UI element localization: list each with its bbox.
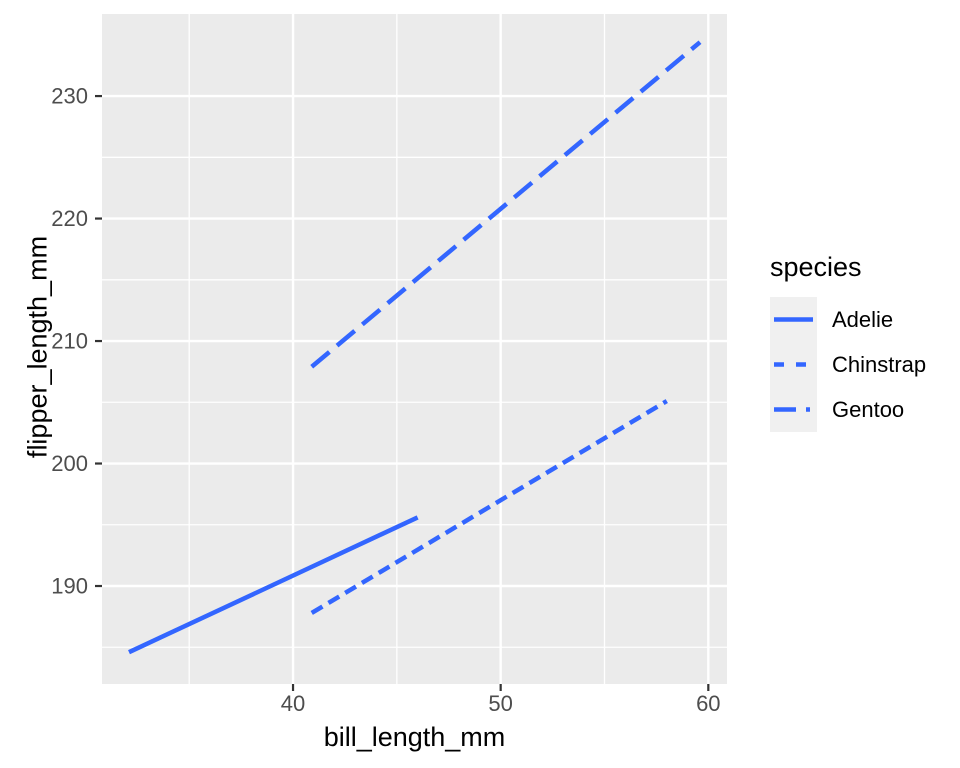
legend-label-adelie: Adelie (832, 306, 894, 332)
x-axis-title: bill_length_mm (323, 722, 506, 752)
series-line-gentoo (310, 40, 702, 369)
legend-item-gentoo: Gentoo (770, 387, 926, 432)
legend: species Adelie Chinstrap Gentoo (770, 252, 926, 432)
y-tick-label-220: 220 (51, 206, 88, 231)
series-line-adelie (128, 515, 419, 655)
legend-item-chinstrap: Chinstrap (770, 342, 926, 387)
legend-label-gentoo: Gentoo (832, 396, 905, 422)
y-axis-title: flipper_length_mm (22, 235, 53, 459)
y-tick-label-230: 230 (51, 84, 88, 109)
legend-title: species (770, 252, 862, 282)
panel-background (102, 14, 727, 684)
legend-key-dashed-line-icon (770, 342, 817, 387)
series-line-chinstrap (310, 399, 668, 615)
legend-key-solid-line-icon (770, 297, 817, 342)
y-tick-label-210: 210 (51, 329, 88, 354)
legend-key-longdash-line-icon (770, 387, 817, 432)
x-tick-label-60: 60 (696, 691, 720, 716)
legend-item-adelie: Adelie (770, 297, 926, 342)
y-tick-label-190: 190 (51, 574, 88, 599)
legend-items: Adelie Chinstrap Gentoo (770, 297, 926, 432)
y-tick-label-200: 200 (51, 451, 88, 476)
x-tick-label-50: 50 (488, 691, 512, 716)
legend-label-chinstrap: Chinstrap (832, 351, 927, 377)
x-tick-label-40: 40 (281, 691, 305, 716)
